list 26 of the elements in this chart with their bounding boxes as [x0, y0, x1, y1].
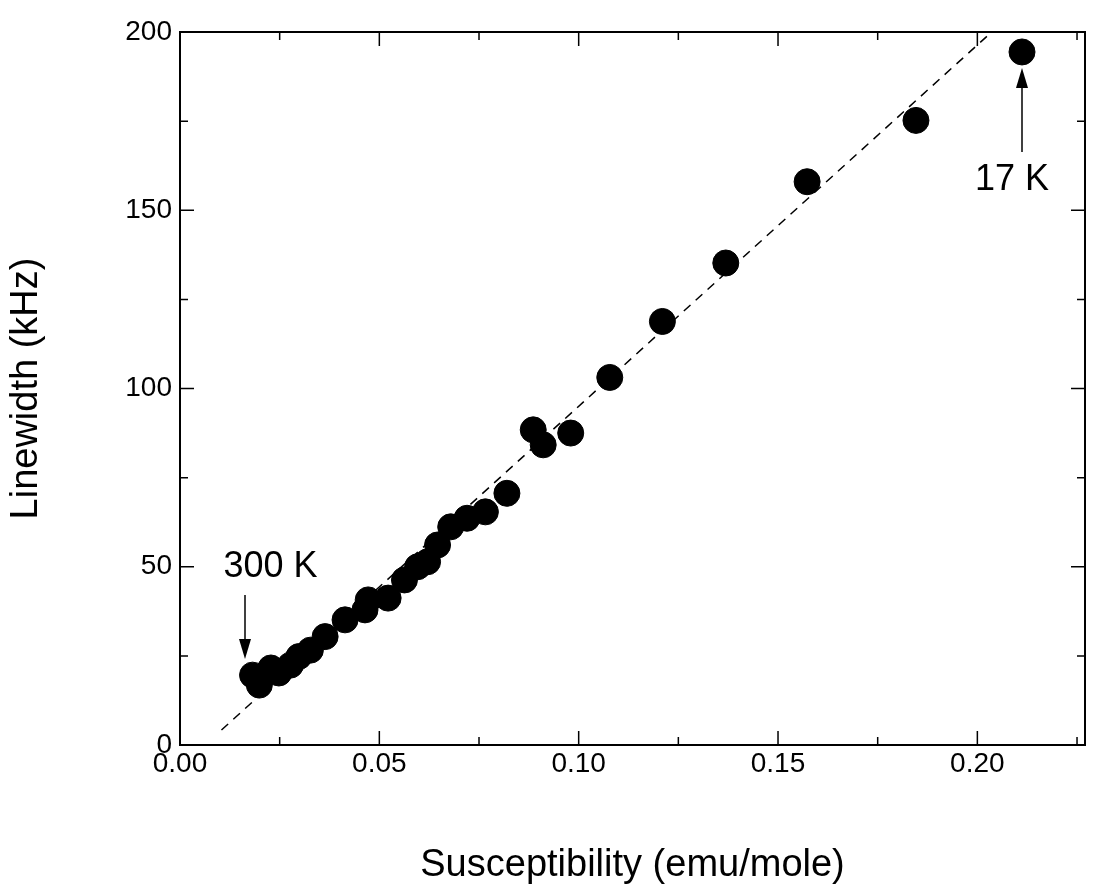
point	[596, 363, 624, 391]
annotation: 300 K	[223, 544, 318, 586]
point	[529, 431, 557, 459]
annotation: 17 K	[974, 156, 1050, 198]
y-tick-label: 150	[125, 192, 172, 224]
point	[311, 623, 339, 651]
point	[793, 168, 821, 196]
x-tick-label: 0.15	[750, 746, 806, 778]
point	[471, 498, 499, 526]
y-axis-title: Linewidth (kHz)	[3, 257, 46, 520]
point	[1008, 38, 1036, 66]
point	[493, 479, 521, 507]
point	[648, 307, 676, 335]
y-tick-label: 200	[125, 14, 172, 46]
point	[712, 249, 740, 277]
point	[902, 106, 930, 134]
x-tick-label: 0.05	[352, 746, 407, 778]
x-tick-label: 0.10	[551, 746, 606, 778]
point	[374, 584, 402, 612]
point	[331, 606, 359, 634]
x-axis-title: Susceptibility (emu/mole)	[420, 841, 845, 884]
y-tick-label: 100	[125, 371, 172, 403]
point	[557, 419, 585, 447]
y-tick-label: 50	[140, 549, 172, 581]
x-tick-label: 0.20	[950, 746, 1005, 778]
point	[424, 531, 452, 559]
